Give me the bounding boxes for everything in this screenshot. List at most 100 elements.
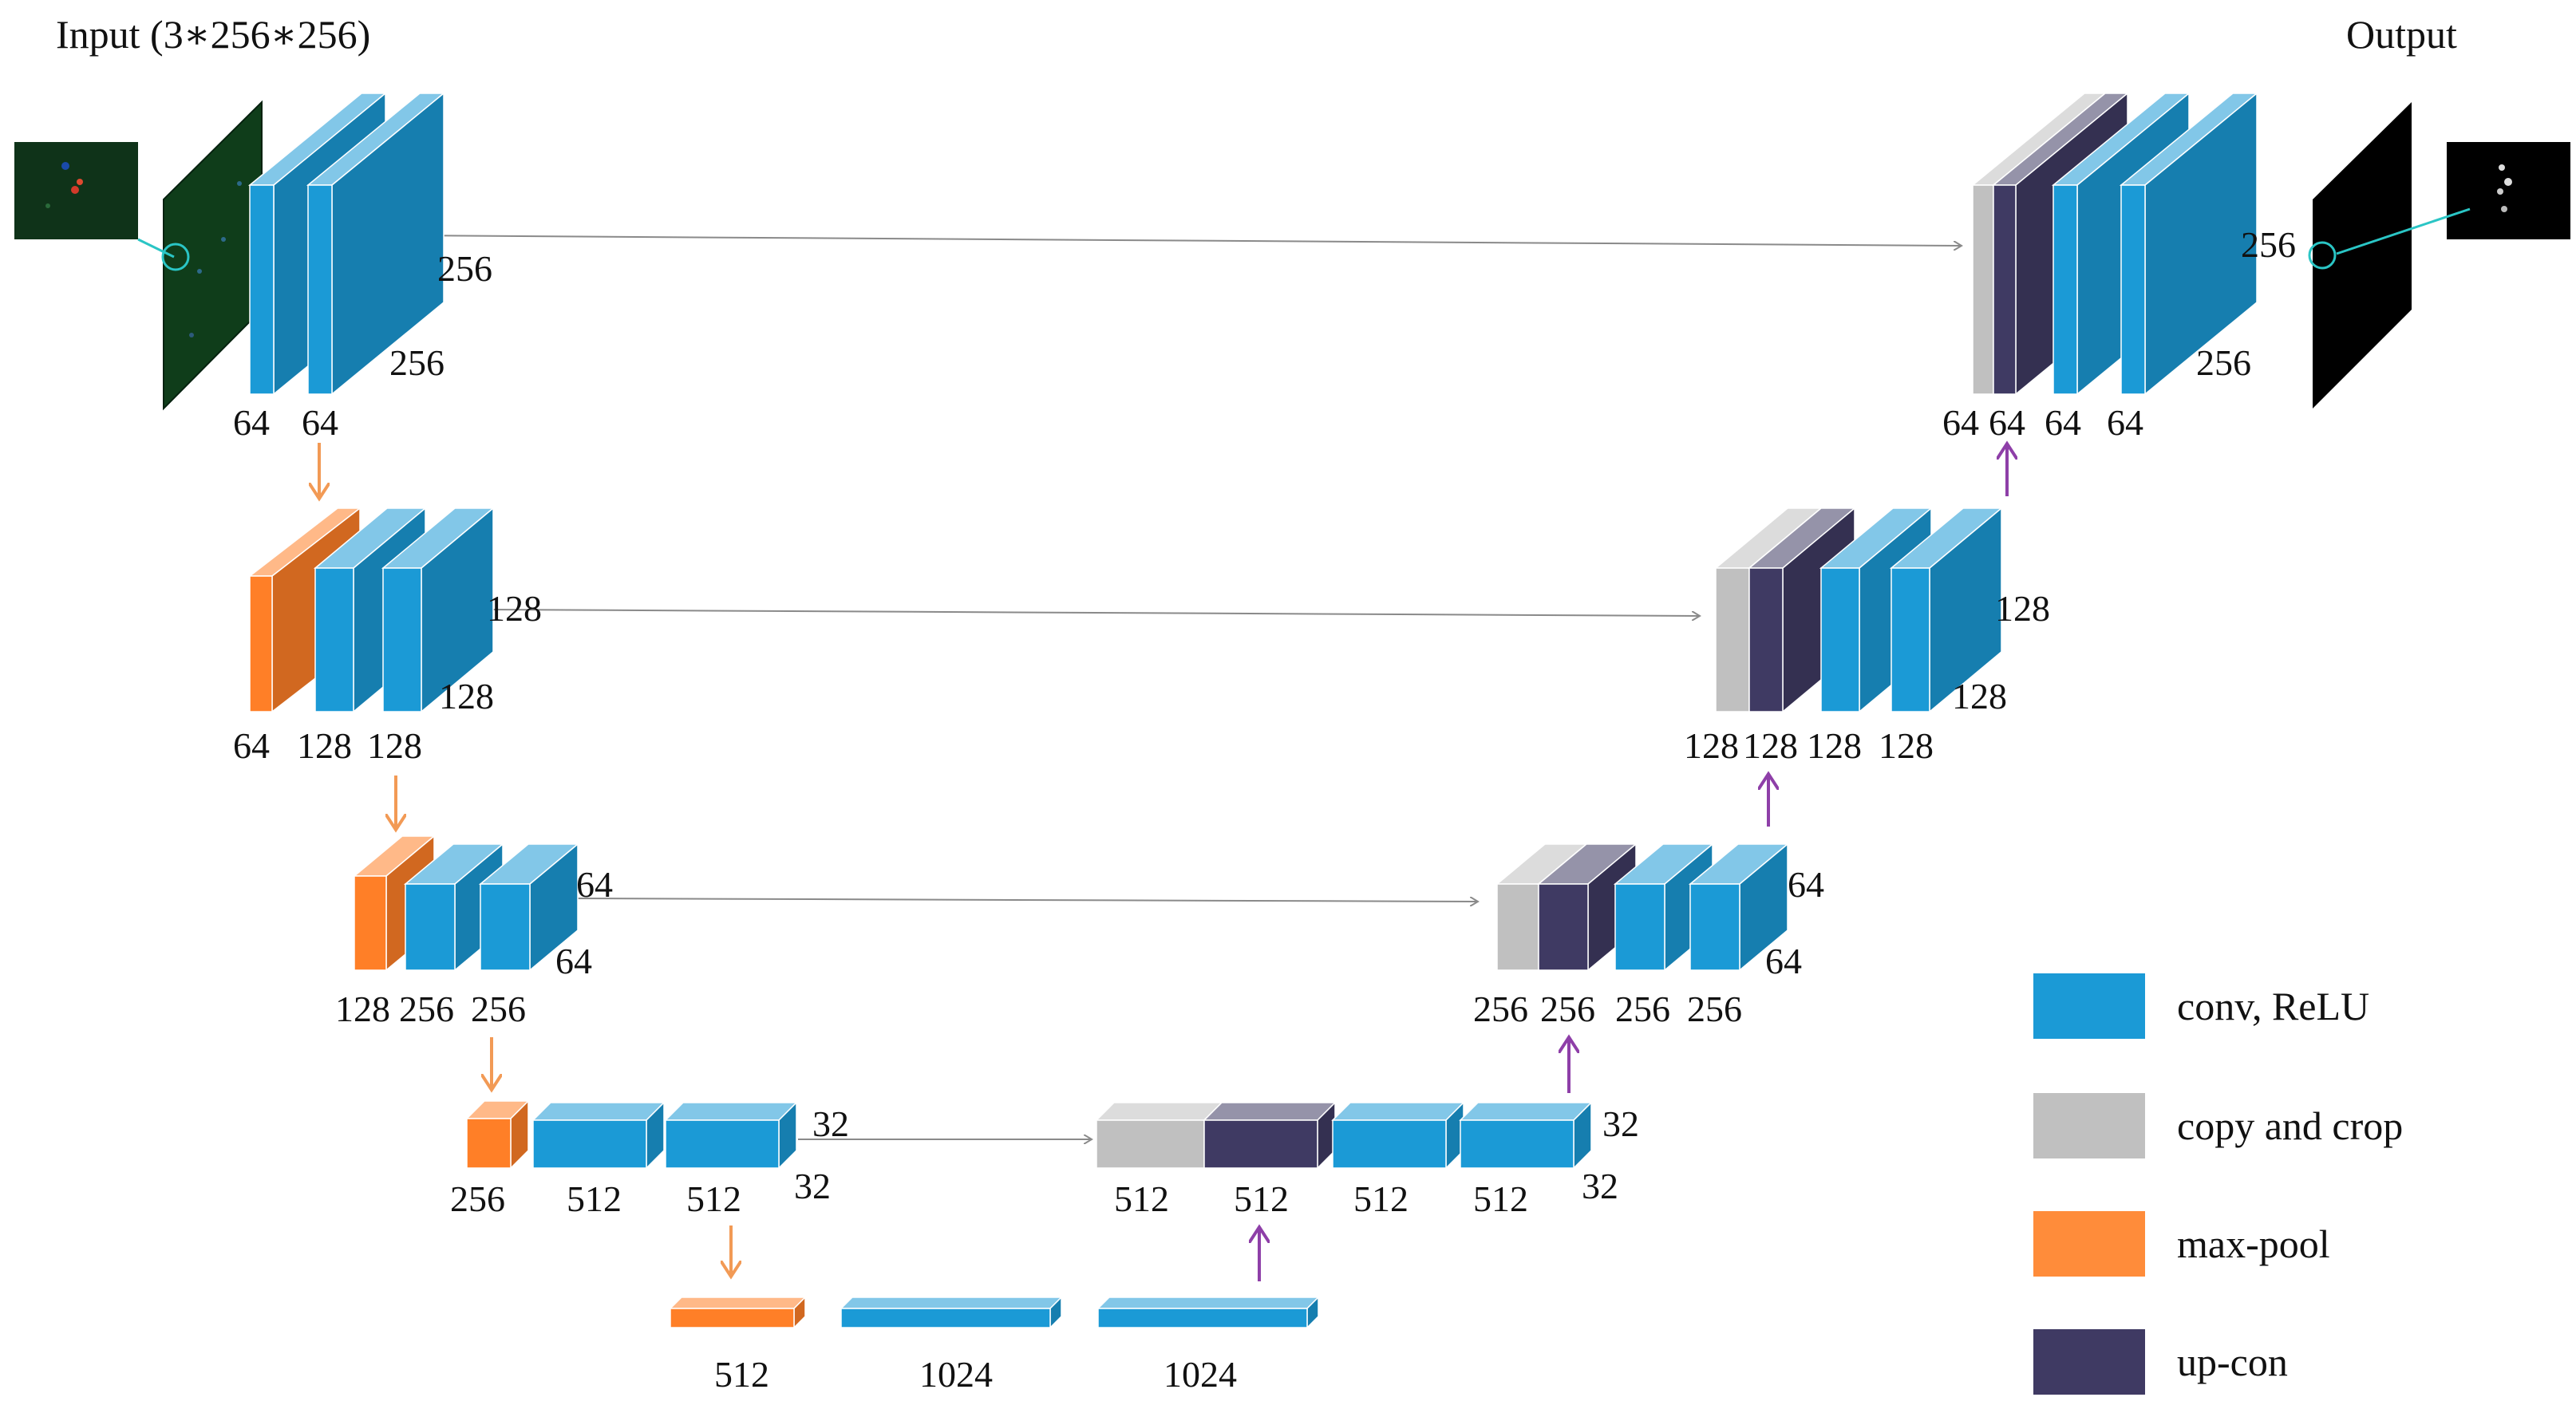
dec3-conv-b [1688, 843, 1790, 972]
label-l4-ch1: 256 [450, 1178, 505, 1219]
dec2-conv-a-front [1820, 567, 1860, 712]
input-thumbnail [14, 142, 138, 239]
legend-label-pool: max-pool [2177, 1222, 2330, 1266]
legend-swatch-upcon [2033, 1329, 2145, 1395]
label-d4-h: 32 [1602, 1103, 1639, 1144]
bott-pool [669, 1296, 807, 1329]
output-thumbnail [2447, 142, 2570, 239]
label-l2-ch1: 64 [233, 725, 270, 766]
label-l4-w: 32 [794, 1166, 831, 1206]
enc3-conv-a-front [405, 883, 456, 971]
dec4-copy [1095, 1101, 1223, 1170]
bott-conv-a-top [840, 1297, 1063, 1309]
legend-label-upcon: up-con [2177, 1340, 2288, 1384]
bott-conv-b [1096, 1296, 1320, 1329]
label-d1-ch4: 64 [2107, 402, 2143, 443]
label-d4-ch2: 512 [1234, 1178, 1289, 1219]
label-d3-ch4: 256 [1687, 989, 1742, 1029]
bott-conv-a-front [840, 1308, 1051, 1328]
label-d2-ch3: 128 [1807, 725, 1862, 766]
label-l2-h: 128 [487, 588, 542, 629]
legend-swatch-pool [2033, 1211, 2145, 1277]
label-l1-ch1: 64 [233, 402, 270, 443]
label-l3-ch3: 256 [471, 989, 526, 1029]
dec4-conv-b [1459, 1101, 1593, 1170]
bott-pool-front [670, 1308, 795, 1328]
dec4-conv-a [1331, 1101, 1465, 1170]
enc2-pool-front [249, 575, 273, 712]
skip-connection-level2 [488, 609, 1700, 616]
bott-conv-a [840, 1296, 1063, 1329]
label-d1-ch1: 64 [1942, 402, 1979, 443]
dec2-up-front [1748, 567, 1784, 712]
label-d4-ch4: 512 [1473, 1178, 1528, 1219]
enc1-conv-b [306, 92, 446, 396]
dec1-up-front [1993, 184, 2017, 395]
output-connector-circle [2308, 241, 2337, 270]
dec3-up-front [1538, 883, 1589, 971]
label-l3-w: 64 [555, 941, 592, 981]
dec1-conv-b [2119, 92, 2259, 396]
skip-connection-level3 [570, 898, 1478, 902]
skip-connection-level1 [398, 235, 1962, 246]
dec4-conv-b-front [1460, 1119, 1574, 1169]
input-connector [137, 238, 175, 259]
legend-swatch-conv [2033, 973, 2145, 1039]
enc4-conv-b [664, 1101, 798, 1170]
label-l3-ch1: 128 [335, 989, 390, 1029]
label-d2-h: 128 [1995, 588, 2050, 629]
bott-conv-b-top [1096, 1297, 1320, 1309]
label-b-ch2: 1024 [919, 1354, 993, 1395]
enc4-conv-a-front [532, 1119, 647, 1169]
dec2-conv-b-front [1891, 567, 1930, 712]
dec4-up [1203, 1101, 1337, 1170]
enc4-pool-front [466, 1118, 512, 1169]
input-title: Input (3∗256∗256) [56, 12, 370, 57]
dec4-conv-a-front [1332, 1119, 1447, 1169]
input-image-slab [163, 100, 263, 411]
dec4-copy-front [1096, 1119, 1205, 1169]
label-d3-ch3: 256 [1615, 989, 1670, 1029]
dec1-conv-a-front [2053, 184, 2078, 395]
legend: conv, ReLU copy and crop max-pool up-con [2033, 973, 2403, 1395]
label-d2-ch4: 128 [1879, 725, 1934, 766]
label-d1-ch3: 64 [2045, 402, 2081, 443]
label-d3-ch1: 256 [1473, 989, 1528, 1029]
legend-label-conv: conv, ReLU [2177, 984, 2369, 1028]
dec4-up-top [1203, 1102, 1337, 1121]
dec4-copy-top [1095, 1102, 1223, 1121]
enc2-conv-a-front [314, 567, 354, 712]
dec3-conv-a-front [1614, 883, 1665, 971]
dec4-conv-a-top [1331, 1102, 1465, 1121]
label-l3-h: 64 [576, 864, 613, 905]
enc2-conv-b [381, 507, 496, 713]
legend-label-copy: copy and crop [2177, 1103, 2403, 1148]
label-b-ch3: 1024 [1164, 1354, 1237, 1395]
enc4-conv-a-top [531, 1102, 666, 1121]
label-d4-w: 32 [1582, 1166, 1618, 1206]
enc4-pool [465, 1099, 530, 1170]
label-d2-ch1: 128 [1684, 725, 1739, 766]
output-title: Output [2346, 12, 2457, 57]
dec4-up-front [1203, 1119, 1318, 1169]
label-d4-ch3: 512 [1353, 1178, 1409, 1219]
enc4-conv-b-top [664, 1102, 798, 1121]
dec3-up [1536, 843, 1638, 972]
label-d1-w: 256 [2196, 342, 2251, 383]
enc3-conv-b-front [480, 883, 531, 971]
dec3-conv-b-front [1689, 883, 1740, 971]
label-l4-ch3: 512 [686, 1178, 741, 1219]
label-l2-ch3: 128 [367, 725, 422, 766]
dec1-copy-front [1972, 184, 1994, 395]
dec3-copy-front [1496, 883, 1539, 971]
label-d2-w: 128 [1952, 676, 2007, 716]
label-d3-h: 64 [1788, 864, 1824, 905]
label-d1-h: 256 [2241, 224, 2296, 265]
enc1-conv-a-front [249, 184, 275, 395]
bott-conv-b-front [1097, 1308, 1308, 1328]
label-d1-ch2: 64 [1989, 402, 2025, 443]
legend-swatch-copy [2033, 1093, 2145, 1158]
enc2-conv-b-front [382, 567, 422, 712]
output-connector [2336, 207, 2471, 255]
